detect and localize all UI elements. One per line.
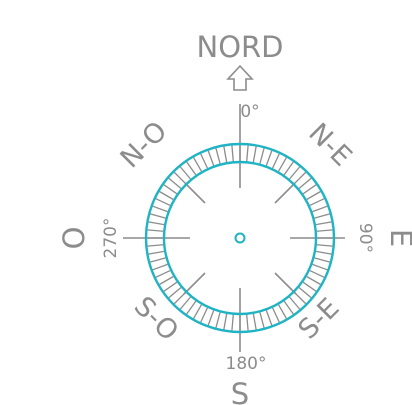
degree-tick — [223, 313, 228, 330]
degree-tick — [252, 313, 257, 330]
label-southwest: S-O — [128, 291, 184, 347]
diagonal-ne — [274, 182, 296, 204]
degree-tick — [298, 177, 312, 190]
degree-tick — [288, 296, 301, 310]
diagonal-nw — [184, 182, 206, 204]
degree-east: 90° — [355, 223, 375, 253]
degree-tick — [152, 205, 168, 213]
degree-tick — [315, 250, 332, 255]
degree-tick — [271, 307, 280, 323]
degree-tick — [179, 296, 192, 310]
outer-ring — [144, 142, 336, 334]
degree-tick — [302, 184, 317, 195]
degree-tick — [316, 244, 333, 247]
label-west: O — [57, 227, 91, 250]
label-south: S — [231, 377, 249, 405]
degree-tick — [159, 275, 174, 286]
degree-tick — [265, 310, 273, 326]
degree-tick — [159, 190, 174, 201]
center-point — [234, 232, 246, 244]
degree-tick — [155, 269, 171, 278]
degree-tick — [150, 257, 166, 263]
degree-tick — [207, 150, 215, 166]
degree-tick — [168, 286, 182, 299]
degree-tick — [309, 269, 325, 278]
degree-tick — [150, 213, 166, 219]
degree-tick — [306, 190, 321, 201]
degree-tick — [186, 161, 197, 176]
degree-tick — [277, 304, 288, 319]
inner-ring — [162, 160, 318, 316]
degree-tick — [277, 157, 288, 172]
label-northwest: N-O — [115, 116, 174, 175]
degree-tick — [283, 300, 294, 315]
degree-tick — [173, 291, 187, 305]
degree-tick — [312, 263, 328, 271]
degree-tick — [173, 171, 187, 185]
degree-tick — [265, 150, 273, 166]
degree-tick — [223, 146, 228, 163]
degree-tick — [306, 275, 321, 286]
degree-west: 270° — [101, 218, 121, 259]
degree-tick — [314, 257, 330, 263]
degree-tick-ring — [147, 145, 333, 331]
degree-tick — [316, 229, 333, 232]
degree-south: 180° — [226, 354, 267, 374]
degree-tick — [200, 153, 209, 169]
label-southeast: S-E — [292, 292, 345, 345]
degree-tick — [271, 153, 280, 169]
degree-tick — [309, 198, 325, 207]
degree-tick — [252, 146, 257, 163]
degree-tick — [168, 177, 182, 190]
degree-tick — [302, 281, 317, 292]
degree-tick — [207, 310, 215, 326]
degree-tick — [298, 286, 312, 299]
degree-tick — [192, 304, 203, 319]
label-northeast: N-E — [302, 117, 357, 172]
degree-tick — [215, 312, 221, 328]
degree-tick — [147, 244, 164, 247]
degree-tick — [148, 221, 165, 226]
degree-tick — [163, 281, 178, 292]
north-title: NORD — [197, 30, 284, 64]
degree-tick — [186, 300, 197, 315]
degree-tick — [215, 148, 221, 164]
diagonal-se — [274, 272, 297, 295]
north-arrow-icon — [226, 64, 254, 91]
degree-tick — [312, 205, 328, 213]
degree-tick — [192, 157, 203, 172]
degree-tick — [200, 307, 209, 323]
degree-tick — [231, 145, 234, 162]
degree-tick — [147, 229, 164, 232]
degree-tick — [179, 166, 192, 180]
degree-tick — [288, 166, 301, 180]
degree-tick — [155, 198, 171, 207]
degree-tick — [293, 171, 307, 185]
diagonal-sw — [183, 272, 206, 295]
degree-tick — [246, 314, 249, 331]
degree-tick — [163, 184, 178, 195]
degree-tick — [314, 213, 330, 219]
degree-tick — [283, 161, 294, 176]
degree-north: 0° — [240, 102, 259, 122]
degree-tick — [293, 291, 307, 305]
degree-tick — [148, 250, 165, 255]
degree-tick — [152, 263, 168, 271]
label-east: E — [384, 229, 412, 247]
degree-tick — [231, 314, 234, 331]
degree-tick — [246, 145, 249, 162]
degree-tick — [259, 148, 265, 164]
degree-tick — [259, 312, 265, 328]
degree-tick — [315, 221, 332, 226]
